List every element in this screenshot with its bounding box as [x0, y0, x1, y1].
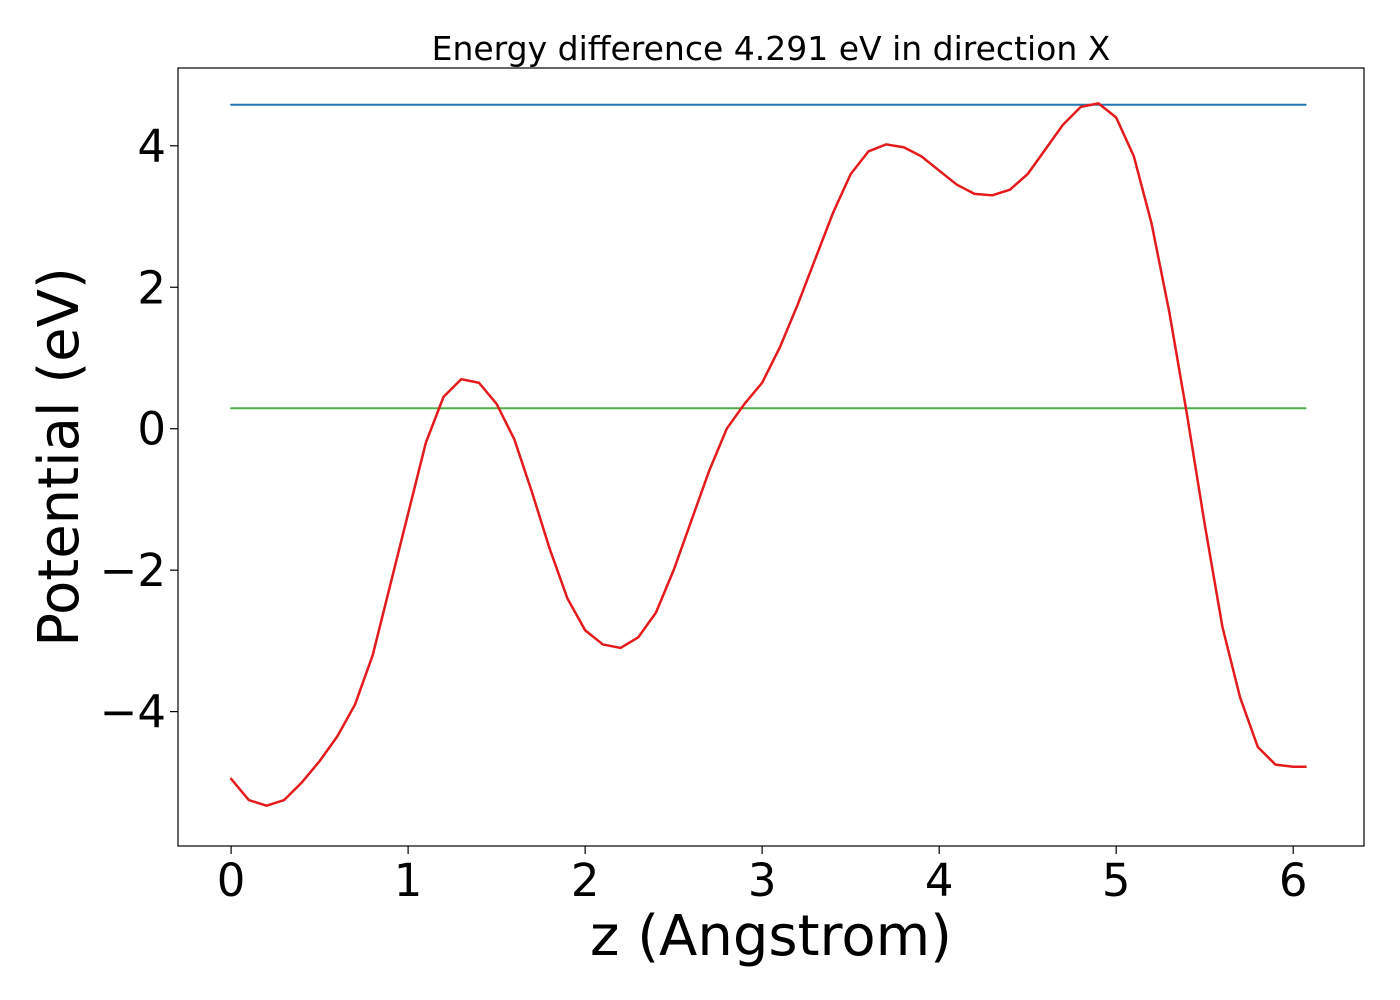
x-tick-label: 6 — [1279, 854, 1308, 907]
x-tick-label: 5 — [1102, 854, 1131, 907]
x-tick-label: 1 — [394, 854, 423, 907]
x-tick-label: 0 — [217, 854, 246, 907]
y-axis-ticks: −4 −2 0 2 4 — [100, 120, 178, 739]
y-tick-label: −4 — [100, 686, 166, 739]
y-tick-label: 4 — [137, 120, 166, 173]
x-tick-label: 3 — [748, 854, 777, 907]
series-line-potential — [229, 102, 1307, 807]
plot-frame — [177, 67, 1365, 847]
y-tick-label: 0 — [137, 403, 166, 456]
y-axis-label: Potential (eV) — [27, 267, 92, 647]
x-tick-label: 4 — [925, 854, 954, 907]
x-axis-ticks: 0 1 2 3 4 5 6 — [217, 846, 1308, 907]
chart-title: Energy difference 4.291 eV in direction … — [432, 29, 1111, 68]
plot-lines — [229, 102, 1307, 807]
x-axis-label: z (Angstrom) — [590, 904, 952, 969]
y-tick-label: −2 — [100, 544, 166, 597]
y-tick-label: 2 — [137, 261, 166, 314]
x-tick-label: 2 — [571, 854, 600, 907]
